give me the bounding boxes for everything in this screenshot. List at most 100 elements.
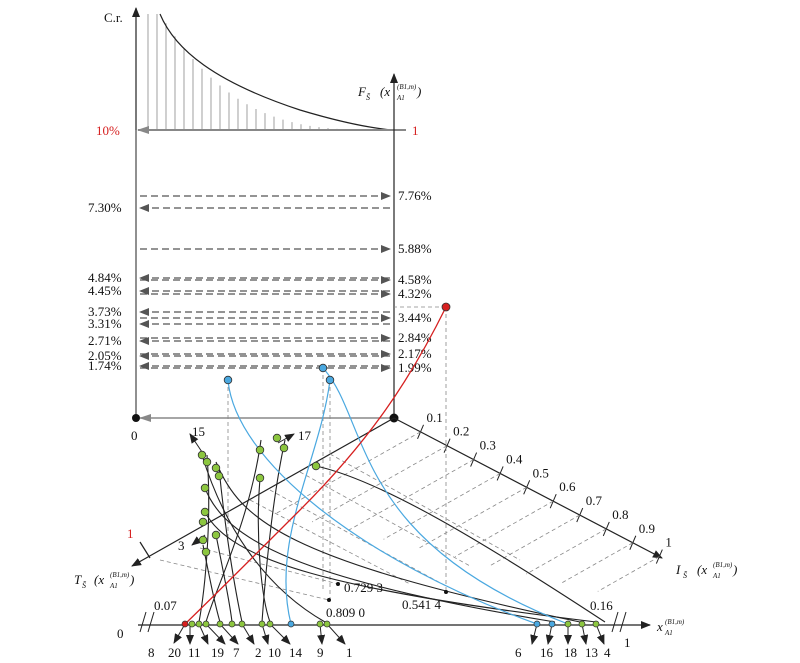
i-axis-tick-label: 0.5	[533, 465, 549, 480]
green-points	[197, 433, 321, 557]
svg-text:(x: (x	[94, 572, 104, 587]
svg-text:(B1,m): (B1,m)	[110, 571, 130, 579]
left-percentage-label: 2.71%	[88, 333, 122, 348]
series-label-3: 3	[178, 538, 185, 553]
right-percentage-label: 3.44%	[398, 310, 432, 325]
drop-lines	[227, 306, 447, 600]
t-axis-end-value: 1	[127, 526, 134, 541]
ti-plane-grid	[159, 431, 660, 601]
grid-line	[347, 459, 474, 531]
cr-right-value: 1	[412, 123, 419, 138]
right-percentage-label: 4.32%	[398, 286, 432, 301]
right-percentage-label: 2.84%	[398, 330, 432, 345]
origin-label: 0	[131, 428, 138, 443]
right-percentage-labels: 7.76% 5.88% 4.58%4.32% 3.44% 2.84%2.17%1.99%	[398, 188, 432, 375]
right-percentage-label: 7.76%	[398, 188, 432, 203]
svg-text:A1: A1	[664, 629, 673, 637]
left-percentage-label: 3.73%	[88, 304, 122, 319]
left-percentage-labels: 7.30% 4.84%4.45% 3.73%3.31% 2.71%2.05%1.74%	[88, 200, 122, 373]
left-percentage-label: 4.84%	[88, 270, 122, 285]
svg-text:): )	[732, 562, 737, 577]
blue-trajectories	[227, 367, 569, 625]
svg-text:(B1,m): (B1,m)	[713, 561, 733, 569]
left-percentage-label: 1.74%	[88, 358, 122, 373]
svg-text:I: I	[675, 562, 681, 577]
cr-curve	[159, 13, 393, 131]
i-axis-tick-label: 0.8	[612, 507, 628, 522]
left-percentage-label: 2.05%	[88, 348, 122, 363]
red-point	[441, 302, 451, 312]
svg-text:T: T	[74, 572, 82, 587]
truth-axis: 1 T S̃ (x A1 (B1,m) )	[74, 417, 395, 590]
i-axis-tick-label: 0.7	[586, 493, 603, 508]
bottom-index-label: 2	[255, 645, 262, 660]
black-trajectories	[198, 439, 606, 623]
i-axis-tick-label: 0.1	[427, 410, 443, 425]
annotation-a1: 0.729 3	[344, 580, 383, 595]
bottom-index-label: 8	[148, 645, 155, 660]
i-axis-tick-label: 0.6	[559, 479, 576, 494]
svg-text:S̃: S̃	[366, 93, 371, 102]
cr-hatch-lines	[147, 14, 383, 130]
svg-text:S̃: S̃	[683, 571, 688, 580]
cr-left-value: 10%	[96, 123, 120, 138]
svg-text:F: F	[357, 84, 367, 99]
bottom-index-label: 19	[211, 645, 224, 660]
grid-line	[383, 473, 501, 540]
grid-line	[454, 500, 554, 558]
bottom-index-labels: 8 20 11 19 7 2 10 14 9 1 6 16 18 13 4	[148, 645, 611, 660]
grid-line	[526, 528, 607, 575]
svg-text:A1: A1	[396, 94, 405, 102]
bottom-index-label: 4	[604, 645, 611, 660]
bottom-index-label: 18	[564, 645, 577, 660]
bottom-index-label: 14	[289, 645, 303, 660]
x-axis-left-value: 0.07	[154, 598, 177, 613]
bottom-index-label: 10	[268, 645, 281, 660]
indeterminacy-axis: 0.1 0.2 0.3 0.4 0.5 0.6 0.7 0.8 0.9 1 I S̃ (x A1 …	[393, 410, 737, 580]
grid-line	[311, 445, 448, 523]
svg-text:): )	[416, 84, 421, 99]
percentage-arrows	[139, 192, 391, 372]
svg-text:(B1,m): (B1,m)	[397, 83, 417, 91]
svg-text:S̃: S̃	[82, 581, 87, 590]
i-axis-tick-label: 1	[665, 535, 672, 550]
grid-line	[490, 514, 580, 566]
bottom-index-label: 11	[188, 645, 201, 660]
series-label-17: 17	[298, 428, 312, 443]
x-axis-zero: 0	[117, 626, 124, 641]
i-axis-tick-label: 0.3	[480, 438, 496, 453]
bottom-index-label: 7	[233, 645, 240, 660]
right-percentage-label: 2.17%	[398, 346, 432, 361]
svg-text:A1: A1	[712, 572, 721, 580]
bottom-index-label: 9	[317, 645, 324, 660]
x-axis-right-value: 0.16	[590, 598, 613, 613]
right-percentage-label: 4.58%	[398, 272, 432, 287]
grid-line	[249, 499, 411, 585]
annotation-a2: 0.809 0	[326, 605, 365, 620]
grid-line	[329, 453, 521, 561]
grid-line	[199, 547, 339, 585]
annotation-dots	[327, 582, 448, 602]
origin-dot-left	[132, 414, 140, 422]
grid-line	[561, 542, 634, 584]
grid-line	[299, 471, 471, 567]
svg-text:): )	[129, 572, 134, 587]
grid-line	[597, 556, 660, 592]
svg-text:A1: A1	[109, 582, 118, 590]
svg-text:x: x	[656, 619, 663, 634]
i-axis-label: I S̃ (x A1 (B1,m) )	[675, 561, 737, 580]
blue-points	[223, 363, 335, 385]
x-axis-end: 1	[624, 635, 631, 650]
annotation-a3: 0.541 4	[402, 597, 442, 612]
grid-line	[269, 489, 447, 587]
x-axis-points	[181, 620, 600, 628]
bottom-index-label: 6	[515, 645, 522, 660]
right-percentage-label: 1.99%	[398, 360, 432, 375]
grid-line	[159, 559, 330, 601]
series-label-15: 15	[192, 424, 205, 439]
left-percentage-label: 7.30%	[88, 200, 122, 215]
bottom-index-label: 20	[168, 645, 181, 660]
cumulative-ratio-panel: C.r. 10% 1	[96, 7, 419, 138]
svg-text:(x: (x	[380, 84, 390, 99]
